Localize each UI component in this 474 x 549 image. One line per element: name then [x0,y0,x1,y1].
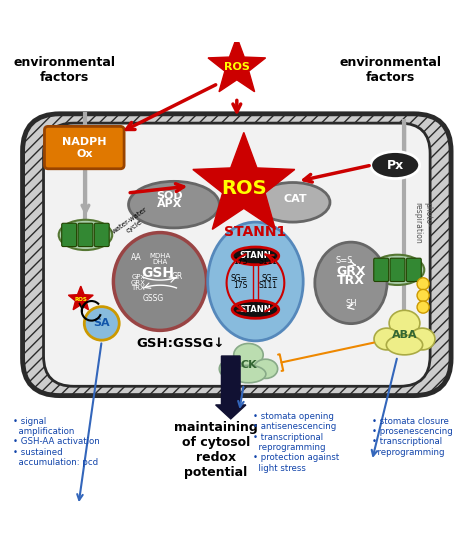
Text: ROS: ROS [221,179,266,198]
Ellipse shape [374,328,399,350]
Text: GRX: GRX [131,280,146,285]
Ellipse shape [389,310,420,336]
Text: AA: AA [131,253,142,261]
Circle shape [417,278,429,290]
Text: GSSG: GSSG [142,294,164,303]
Ellipse shape [128,181,219,228]
Text: DHA: DHA [152,259,168,265]
Text: • stomata opening
• antisenescencing
• transcriptional
  reprogramming
• protect: • stomata opening • antisenescencing • t… [253,412,339,473]
Ellipse shape [232,247,279,265]
Text: GRX: GRX [336,265,365,278]
FancyArrow shape [216,356,246,419]
Ellipse shape [371,152,419,178]
Text: CK: CK [240,360,257,371]
Text: SG=: SG= [230,274,247,283]
Ellipse shape [208,222,303,341]
Text: GSH: GSH [141,266,174,280]
Text: STANN: STANN [239,305,271,314]
Text: APX: APX [156,199,182,209]
Text: SA: SA [93,318,110,328]
Ellipse shape [410,328,435,350]
FancyBboxPatch shape [62,223,77,247]
Text: STANN1: STANN1 [224,225,287,239]
Text: SH: SH [345,299,357,308]
Text: environmental
factors: environmental factors [13,55,116,83]
Text: maintaining
of cytosol
redox
potential: maintaining of cytosol redox potential [174,421,258,479]
Ellipse shape [386,335,423,355]
Text: • stomata closure
• prosenescencing
• transcriptional
  reprogramming: • stomata closure • prosenescencing • tr… [372,417,453,457]
Text: S=S: S=S [335,256,353,265]
FancyBboxPatch shape [374,258,389,282]
Polygon shape [193,132,295,229]
Text: 17S: 17S [233,281,248,289]
Ellipse shape [113,233,207,330]
Ellipse shape [84,307,119,340]
FancyBboxPatch shape [406,258,421,282]
Circle shape [417,289,429,301]
Text: SOD: SOD [156,191,182,201]
Text: S111: S111 [259,281,278,289]
Ellipse shape [371,255,424,285]
FancyBboxPatch shape [44,123,430,386]
Ellipse shape [255,182,330,222]
Ellipse shape [231,365,266,383]
Text: CAT: CAT [283,194,307,204]
Polygon shape [68,286,93,310]
Text: MDHA: MDHA [149,253,171,259]
Text: GPx: GPx [131,274,145,280]
Ellipse shape [254,359,278,378]
FancyBboxPatch shape [78,223,93,247]
Text: NADPH
Ox: NADPH Ox [62,137,107,159]
Text: ROS: ROS [224,62,250,72]
Polygon shape [208,37,265,92]
Ellipse shape [232,301,279,318]
Text: Px: Px [387,159,404,171]
Text: 17S: 17S [233,257,248,266]
Text: photo-
respiration: photo- respiration [413,203,432,244]
Text: SG=: SG= [262,274,279,283]
Ellipse shape [234,344,263,366]
Text: STANN: STANN [239,251,271,260]
Ellipse shape [315,242,387,324]
Text: TRX: TRX [131,285,145,292]
Text: ABA: ABA [392,330,417,340]
Ellipse shape [219,359,243,378]
Ellipse shape [59,220,112,250]
FancyBboxPatch shape [390,258,405,282]
FancyBboxPatch shape [94,223,109,247]
FancyBboxPatch shape [23,114,451,396]
Text: ROS: ROS [74,296,87,302]
FancyBboxPatch shape [45,126,124,169]
Text: water-water
cycle: water-water cycle [111,206,153,240]
Text: GR: GR [172,272,183,281]
Text: TRX: TRX [337,274,365,287]
Text: GSH:GSSG↓: GSH:GSSG↓ [137,337,225,350]
Text: environmental
factors: environmental factors [339,55,441,83]
Text: S111: S111 [259,257,278,266]
Circle shape [417,301,429,313]
Text: • signal
  amplification
• GSH-AA activation
• sustained
  accumulation: pcd: • signal amplification • GSH-AA activati… [13,417,100,467]
